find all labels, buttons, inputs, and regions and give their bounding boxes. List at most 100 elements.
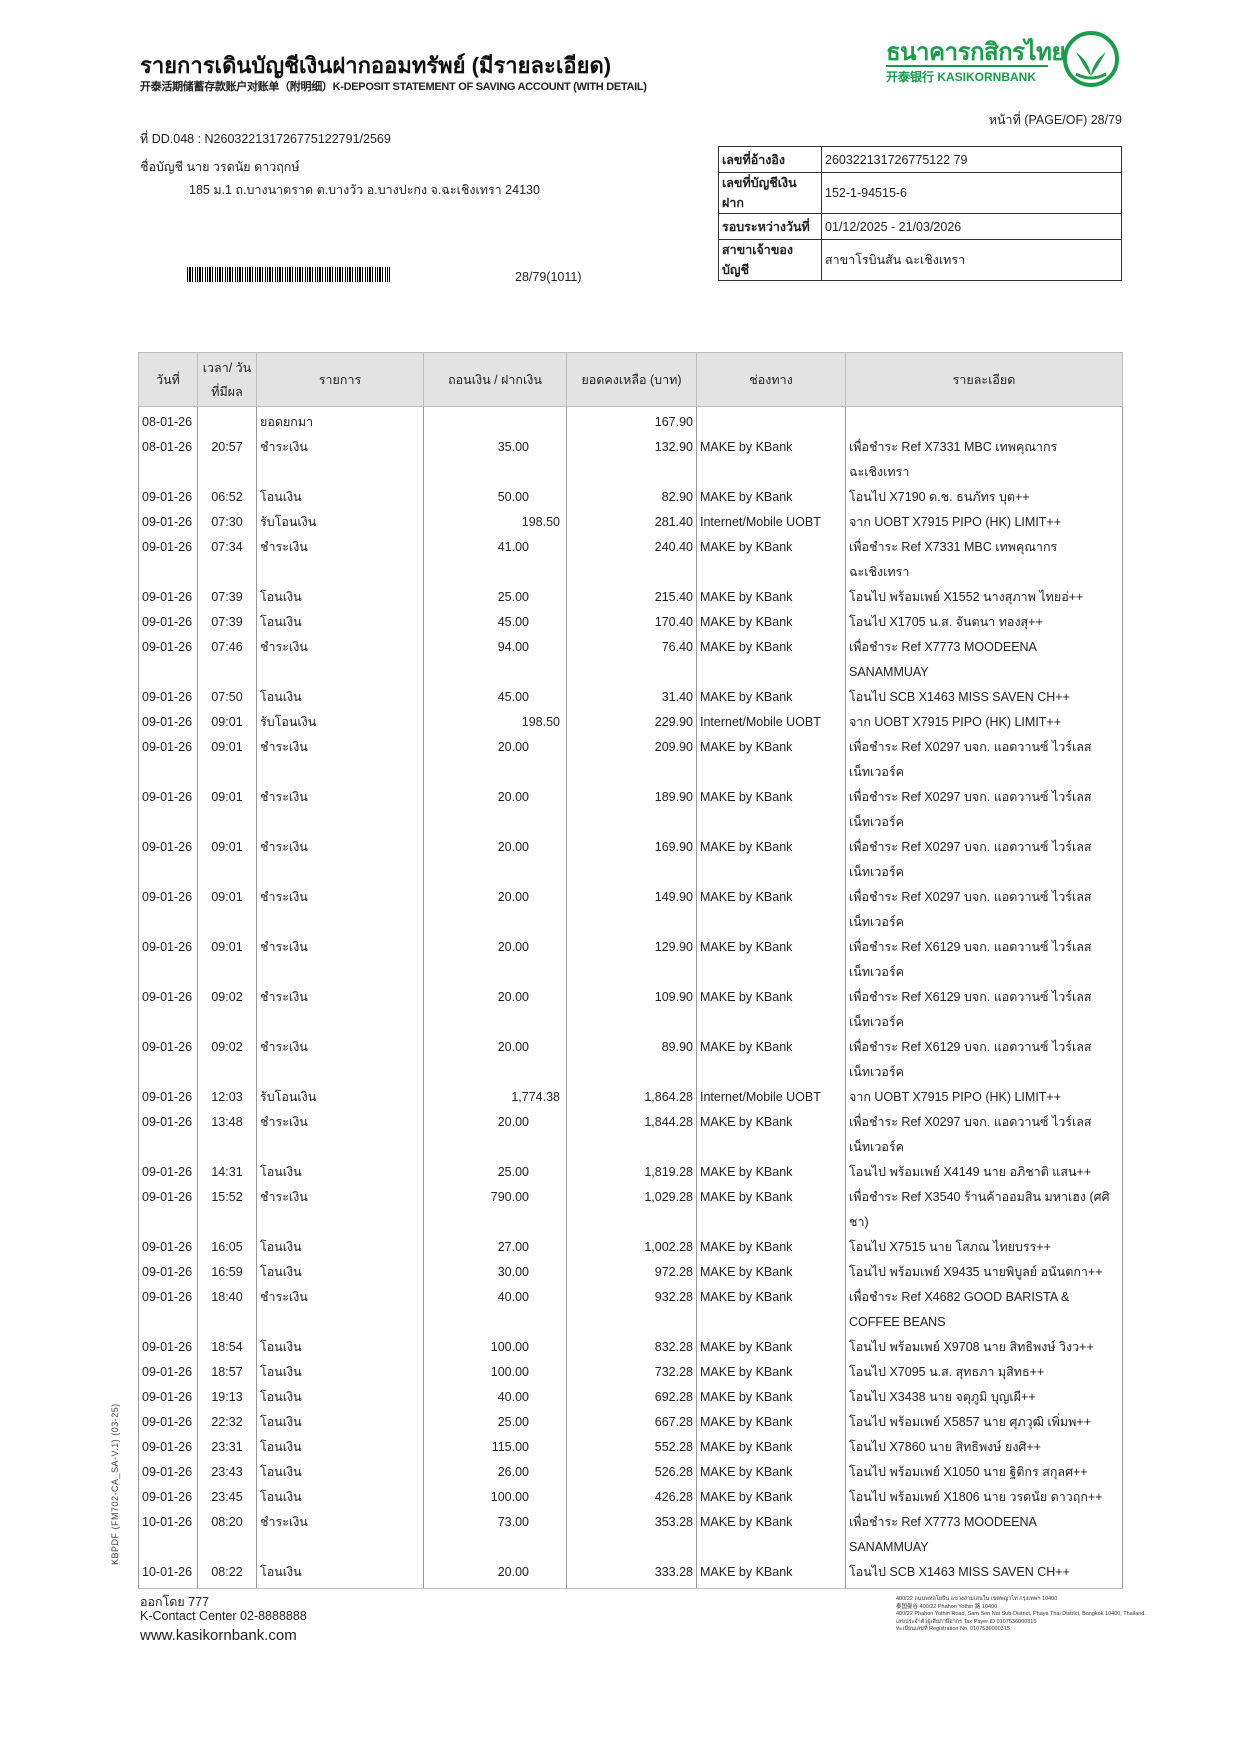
- cell-date: 09-01-26: [138, 935, 198, 985]
- cell-time: 09:01: [197, 935, 257, 985]
- detail-line: โอนไป X7860 นาย สิทธิพงษ์ ยงศิ++: [849, 1440, 1041, 1454]
- cell-balance: 149.90: [566, 885, 697, 935]
- withdrawal-amount: 100.00: [490, 1490, 529, 1504]
- info-row: เลขที่บัญชีเงินฝาก 152-1-94515-6: [718, 172, 1122, 214]
- detail-line: เน็ทเวอร์ค: [849, 1140, 904, 1154]
- cell-amount: 35.00: [423, 435, 567, 485]
- detail-line: SANAMMUAY: [849, 665, 929, 679]
- logo-english-text: 开泰银行 KASIKORNBANK: [886, 70, 1037, 84]
- cell-amount: 20.00: [423, 735, 567, 785]
- cell-balance: 667.28: [566, 1410, 697, 1435]
- cell-type: ชำระเงิน: [256, 835, 424, 885]
- cell-detail: [845, 406, 1123, 435]
- withdrawal-amount: 20.00: [497, 990, 529, 1004]
- detail-line: เน็ทเวอร์ค: [849, 965, 904, 979]
- cell-channel: Internet/Mobile UOBT: [696, 1085, 846, 1110]
- cell-channel: MAKE by KBank: [696, 835, 846, 885]
- detail-line: ฉะเชิงเทรา: [849, 565, 910, 579]
- cell-date: 09-01-26: [138, 1110, 198, 1160]
- cell-channel: MAKE by KBank: [696, 1110, 846, 1160]
- table-row: 09-01-26 23:31 โอนเงิน 115.00 552.28 MAKE by …: [138, 1435, 1123, 1460]
- cell-type: รับโอนเงิน: [256, 710, 424, 735]
- cell-channel: MAKE by KBank: [696, 885, 846, 935]
- cell-type: ชำระเงิน: [256, 735, 424, 785]
- cell-time: 09:02: [197, 1035, 257, 1085]
- info-row: สาขาเจ้าของบัญชี สาขาโรบินสัน ฉะเชิงเทรา: [718, 239, 1122, 281]
- cell-time: 09:01: [197, 885, 257, 935]
- withdrawal-amount: 73.00: [497, 1515, 529, 1529]
- cell-time: 09:01: [197, 710, 257, 735]
- cell-amount: 40.00: [423, 1285, 567, 1335]
- detail-line: เน็ทเวอร์ค: [849, 815, 904, 829]
- withdrawal-amount: 45.00: [497, 690, 529, 704]
- transactions-table: วันที่ เวลา/ วันที่มีผล รายการ ถอนเงิน /…: [138, 352, 1123, 1589]
- cell-type: โอนเงิน: [256, 685, 424, 710]
- cell-amount: 20.00: [423, 1035, 567, 1085]
- cell-balance: 132.90: [566, 435, 697, 485]
- cell-date: 09-01-26: [138, 985, 198, 1035]
- cell-type: ชำระเงิน: [256, 1510, 424, 1560]
- cell-detail: เพื่อชำระ Ref X7331 MBC เทพคุณากร ฉะเชิงเ…: [845, 435, 1123, 485]
- table-row: 09-01-26 23:45 โอนเงิน 100.00 426.28 MAKE by …: [138, 1485, 1123, 1510]
- withdrawal-amount: 25.00: [497, 590, 529, 604]
- cell-channel: MAKE by KBank: [696, 1335, 846, 1360]
- table-row: 09-01-26 16:05 โอนเงิน 27.00 1,002.28 MAKE by…: [138, 1235, 1123, 1260]
- header-amount: ถอนเงิน / ฝากเงิน: [423, 352, 567, 407]
- cell-time: 18:54: [197, 1335, 257, 1360]
- detail-line: โอนไป พร้อมเพย์ X1050 นาย ฐิติกร สกุลศ++: [849, 1465, 1088, 1479]
- table-row: 09-01-26 09:02 ชำระเงิน 20.00 89.90 MAKE by K…: [138, 1035, 1123, 1085]
- cell-amount: 25.00: [423, 585, 567, 610]
- cell-channel: MAKE by KBank: [696, 1235, 846, 1260]
- cell-detail: โอนไป X3438 นาย จตุภูมิ บุญเผื++: [845, 1385, 1123, 1410]
- deposit-amount: 198.50: [521, 515, 560, 529]
- withdrawal-amount: 50.00: [497, 490, 529, 504]
- bank-address-line: 泰国曼谷 400/22 Phahon Yothin 路 10400: [896, 1603, 998, 1610]
- cell-time: 09:02: [197, 985, 257, 1035]
- document-subtitle: 开泰活期储蓄存款账户对账单（附明细）K-DEPOSIT STATEMENT OF…: [140, 81, 647, 93]
- cell-amount: 100.00: [423, 1360, 567, 1385]
- cell-date: 10-01-26: [138, 1510, 198, 1560]
- cell-type: โอนเงิน: [256, 1360, 424, 1385]
- cell-time: 18:40: [197, 1285, 257, 1335]
- table-row: 08-01-26 ยอดยกมา 167.90: [138, 406, 1123, 435]
- website-link[interactable]: www.kasikornbank.com: [140, 1627, 297, 1644]
- cell-detail: เพื่อชำระ Ref X0297 บจก. แอดวานซ์ ไวร์เล…: [845, 835, 1123, 885]
- info-label: เลขที่อ้างอิง: [718, 146, 822, 173]
- info-label: เลขที่บัญชีเงินฝาก: [718, 172, 822, 214]
- cell-amount: 25.00: [423, 1160, 567, 1185]
- cell-amount: 198.50: [423, 710, 567, 735]
- table-row: 09-01-26 07:39 โอนเงิน 45.00 170.40 MAKE by K…: [138, 610, 1123, 635]
- cell-detail: โอนไป พร้อมเพย์ X1806 นาย วรดนัย ดาวฤก++: [845, 1485, 1123, 1510]
- detail-line: โอนไป X3438 นาย จตุภูมิ บุญเผื++: [849, 1390, 1036, 1404]
- cell-balance: 82.90: [566, 485, 697, 510]
- withdrawal-amount: 115.00: [491, 1440, 529, 1454]
- cell-type: รับโอนเงิน: [256, 510, 424, 535]
- cell-balance: 76.40: [566, 635, 697, 685]
- detail-line: เพื่อชำระ Ref X6129 บจก. แอดวานซ์ ไวร์เล…: [849, 1040, 1092, 1054]
- cell-time: 09:01: [197, 835, 257, 885]
- table-row: 09-01-26 07:30 รับโอนเงิน 198.50 281.40 Inter…: [138, 510, 1123, 535]
- cell-date: 09-01-26: [138, 1485, 198, 1510]
- withdrawal-amount: 20.00: [497, 940, 529, 954]
- cell-balance: 89.90: [566, 1035, 697, 1085]
- cell-time: 07:39: [197, 610, 257, 635]
- cell-detail: โอนไป X7190 ด.ช. ธนภัทร บุต++: [845, 485, 1123, 510]
- cell-balance: 1,844.28: [566, 1110, 697, 1160]
- withdrawal-amount: 20.00: [497, 1565, 529, 1579]
- cell-balance: 1,029.28: [566, 1185, 697, 1235]
- cell-type: ชำระเงิน: [256, 1185, 424, 1235]
- cell-channel: MAKE by KBank: [696, 985, 846, 1035]
- cell-type: โอนเงิน: [256, 485, 424, 510]
- detail-line: เพื่อชำระ Ref X0297 บจก. แอดวานซ์ ไวร์เล…: [849, 790, 1092, 804]
- cell-time: 22:32: [197, 1410, 257, 1435]
- cell-channel: MAKE by KBank: [696, 1185, 846, 1235]
- cell-balance: 1,002.28: [566, 1235, 697, 1260]
- detail-line: เน็ทเวอร์ค: [849, 1065, 904, 1079]
- cell-date: 09-01-26: [138, 1285, 198, 1335]
- withdrawal-amount: 40.00: [497, 1290, 529, 1304]
- cell-date: 09-01-26: [138, 1035, 198, 1085]
- cell-balance: 209.90: [566, 735, 697, 785]
- table-row: 09-01-26 09:01 ชำระเงิน 20.00 129.90 MAKE by …: [138, 935, 1123, 985]
- deposit-amount: 198.50: [521, 715, 560, 729]
- cell-balance: 170.40: [566, 610, 697, 635]
